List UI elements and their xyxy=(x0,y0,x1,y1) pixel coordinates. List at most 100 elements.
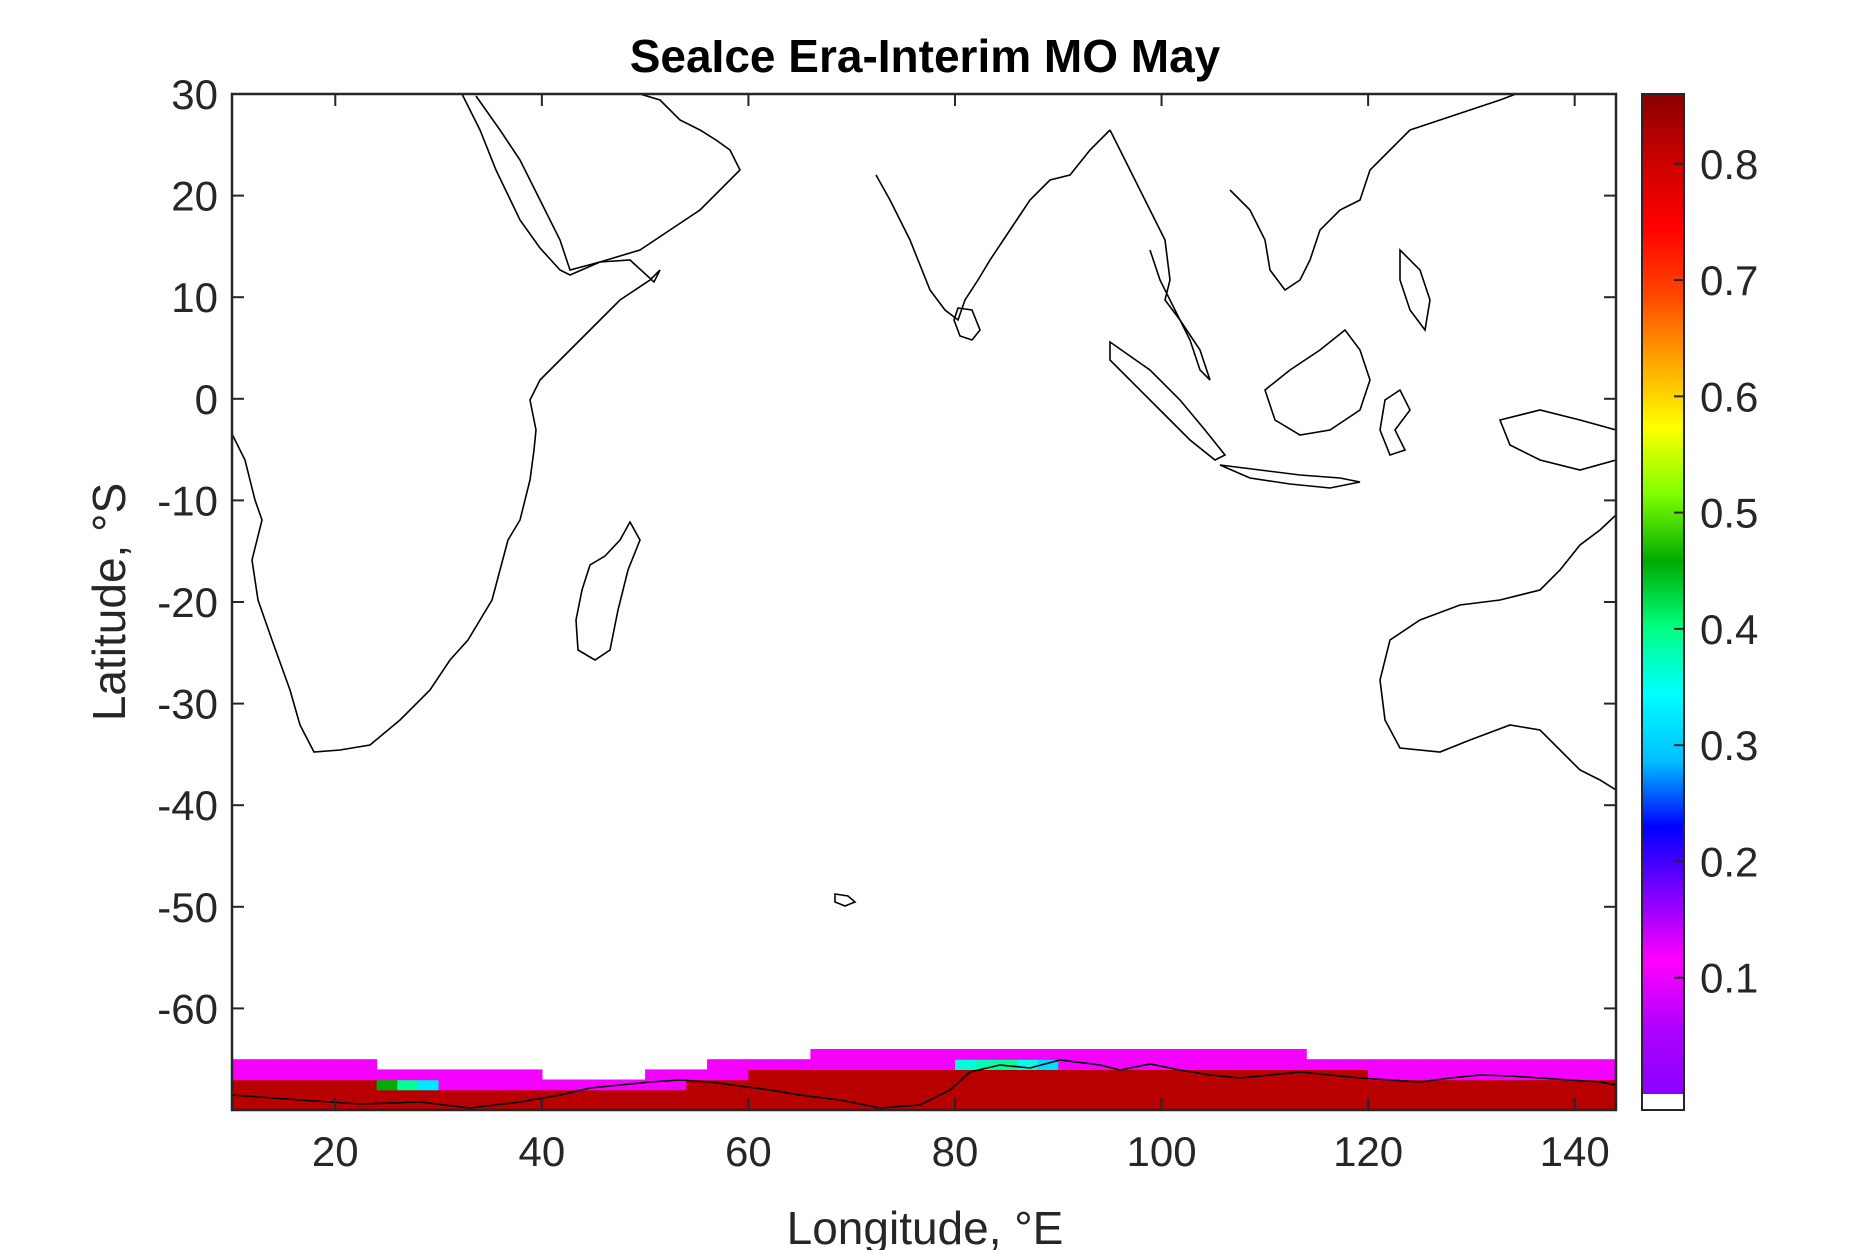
y-axis-label: Latitude, °S xyxy=(83,483,135,721)
heatmap-cell xyxy=(1202,1089,1225,1101)
heatmap-cell xyxy=(851,1059,873,1070)
heatmap-cell xyxy=(1430,1059,1452,1070)
heatmap-cell xyxy=(1409,1099,1431,1110)
y-tick-label: -60 xyxy=(157,985,218,1032)
heatmap-cell xyxy=(1078,1059,1101,1070)
x-tick-label: 140 xyxy=(1540,1128,1610,1175)
heatmap-cell xyxy=(417,1099,440,1110)
heatmap-cell xyxy=(1574,1099,1596,1110)
heatmap-cell xyxy=(1223,1099,1245,1110)
heatmap-cell xyxy=(810,1069,832,1081)
heatmap-cell xyxy=(893,1049,915,1060)
heatmap-cell xyxy=(1388,1089,1411,1101)
heatmap-cell xyxy=(355,1069,378,1081)
heatmap-cell xyxy=(934,1089,956,1101)
heatmap-cell xyxy=(314,1099,336,1110)
x-tick-label: 100 xyxy=(1127,1128,1197,1175)
heatmap-cell xyxy=(1285,1089,1307,1101)
heatmap-cell xyxy=(1512,1069,1534,1081)
heatmap-cell xyxy=(562,1089,584,1101)
coastline-arabia xyxy=(475,94,741,271)
heatmap-cell xyxy=(314,1079,336,1091)
heatmap-cell xyxy=(417,1089,440,1101)
heatmap-cell xyxy=(273,1099,295,1110)
heatmap-cell xyxy=(1306,1079,1328,1091)
heatmap-cell xyxy=(707,1099,729,1110)
heatmap-cell xyxy=(1450,1069,1472,1081)
heatmap-cell xyxy=(1017,1059,1039,1070)
x-tick-label: 20 xyxy=(312,1128,359,1175)
heatmap-cell xyxy=(831,1079,853,1091)
coastline-java xyxy=(1219,464,1361,489)
heatmap-cell xyxy=(1202,1049,1225,1060)
y-tick-label: -30 xyxy=(157,681,218,728)
heatmap-cell xyxy=(417,1069,440,1081)
x-tick-label: 40 xyxy=(518,1128,565,1175)
colorbar: 0.8 0.7 0.6 0.5 0.4 0.3 0.2 0.1 xyxy=(1641,93,1758,1111)
heatmap-cell xyxy=(769,1059,791,1070)
heatmap-cell xyxy=(1347,1089,1369,1101)
heatmap-cell xyxy=(1492,1089,1514,1101)
heatmap-cell xyxy=(645,1079,667,1091)
heatmap-cell xyxy=(355,1079,378,1091)
heatmap-cell xyxy=(1223,1089,1245,1101)
heatmap-cell xyxy=(748,1099,770,1110)
heatmap-cell xyxy=(1182,1049,1204,1060)
heatmap-cell xyxy=(1285,1049,1307,1060)
heatmap-cell xyxy=(273,1079,295,1091)
heatmap-cell xyxy=(1471,1089,1493,1101)
heatmap-cell xyxy=(1223,1069,1245,1081)
heatmap-cell xyxy=(1430,1099,1452,1110)
heatmap-cell xyxy=(624,1099,646,1110)
colorbar-frame xyxy=(1641,93,1685,1111)
heatmap-cell xyxy=(1409,1059,1431,1070)
heatmap-cell xyxy=(707,1059,729,1070)
coastline-antarctica xyxy=(232,1059,1616,1109)
heatmap-cell xyxy=(831,1099,853,1110)
heatmap-cell xyxy=(934,1059,956,1070)
heatmap-cell xyxy=(1017,1049,1039,1060)
heatmap-cell xyxy=(500,1089,522,1101)
heatmap-cell xyxy=(934,1069,956,1081)
heatmap-cell xyxy=(975,1099,997,1110)
heatmap-cell xyxy=(603,1099,626,1110)
heatmap-cell xyxy=(975,1059,997,1070)
heatmap-cell xyxy=(459,1099,481,1110)
heatmap-cell xyxy=(872,1099,894,1110)
heatmap-cell xyxy=(1037,1059,1059,1070)
heatmap-cell xyxy=(1058,1079,1080,1091)
heatmap-cell xyxy=(1326,1089,1349,1101)
heatmap-cell xyxy=(252,1099,274,1110)
heatmap-cell xyxy=(1306,1069,1328,1081)
heatmap-cell xyxy=(1388,1099,1411,1110)
heatmap-cell xyxy=(789,1079,811,1091)
heatmap-cell xyxy=(1554,1099,1576,1110)
heatmap-cell xyxy=(521,1099,543,1110)
colorbar-gradient xyxy=(1642,94,1684,1094)
heatmap-cell xyxy=(955,1059,977,1070)
heatmap-cell xyxy=(1078,1049,1101,1060)
heatmap-cell xyxy=(1388,1069,1411,1081)
heatmap-cell xyxy=(232,1059,254,1070)
colorbar-tick-label: 0.3 xyxy=(1700,722,1758,769)
heatmap-cell xyxy=(1595,1069,1616,1081)
heatmap-cell xyxy=(1120,1089,1142,1101)
heatmap-cell xyxy=(1430,1079,1452,1091)
heatmap-cell xyxy=(1120,1099,1142,1110)
heatmap-cell xyxy=(335,1059,357,1070)
heatmap-cell xyxy=(1492,1059,1514,1070)
heatmap-cell xyxy=(789,1069,811,1081)
heatmap-cell xyxy=(294,1069,316,1081)
heatmap-cell xyxy=(1326,1099,1349,1110)
coastline-africa xyxy=(232,94,661,753)
coastline-madagascar xyxy=(575,520,641,661)
heatmap-cell xyxy=(1182,1079,1204,1091)
heatmap-cell xyxy=(1512,1099,1534,1110)
heatmap-cell xyxy=(335,1079,357,1091)
plot-area: 20 40 60 80 100 120 140 3020100-10-20-30-40-50… xyxy=(157,71,1618,1175)
heatmap-cell xyxy=(1078,1069,1101,1081)
heatmap-cell xyxy=(645,1069,667,1081)
heatmap-cell xyxy=(294,1059,316,1070)
colorbar-tick-label: 0.5 xyxy=(1700,490,1758,537)
heatmap-cell xyxy=(975,1079,997,1091)
